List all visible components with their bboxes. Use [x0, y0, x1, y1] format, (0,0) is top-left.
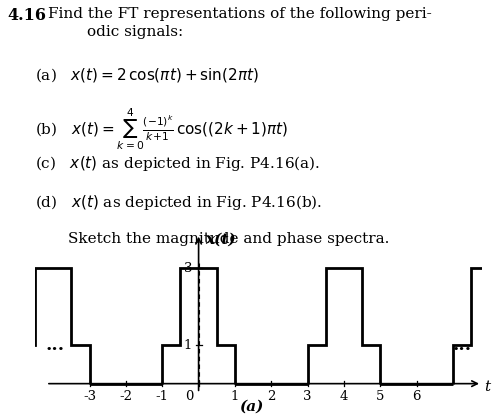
Text: 4: 4	[339, 390, 347, 403]
Text: -1: -1	[155, 390, 168, 403]
Text: 1: 1	[183, 339, 192, 352]
Text: ...: ...	[46, 336, 65, 354]
Text: 0: 0	[184, 390, 193, 403]
Text: 4.16: 4.16	[8, 7, 47, 24]
Text: 1: 1	[230, 390, 238, 403]
Text: -3: -3	[83, 390, 96, 403]
Text: (a)   $x(t) = 2\,\mathrm{cos}(\pi t) + \sin(2\pi t)$: (a) $x(t) = 2\,\mathrm{cos}(\pi t) + \si…	[35, 66, 259, 84]
Text: t: t	[483, 380, 489, 394]
Text: 3: 3	[183, 262, 192, 275]
Text: -2: -2	[119, 390, 132, 403]
Text: 2: 2	[267, 390, 275, 403]
Text: x(t): x(t)	[205, 233, 235, 247]
Text: (d)   $x(t)$ as depicted in Fig. P4.16(b).: (d) $x(t)$ as depicted in Fig. P4.16(b).	[35, 193, 322, 212]
Text: Find the FT representations of the following peri-
        odic signals:: Find the FT representations of the follo…	[48, 7, 430, 39]
Text: (c)   $x(t)$ as depicted in Fig. P4.16(a).: (c) $x(t)$ as depicted in Fig. P4.16(a).	[35, 155, 320, 173]
Text: Sketch the magnitude and phase spectra.: Sketch the magnitude and phase spectra.	[68, 232, 388, 246]
Text: ...: ...	[451, 336, 470, 354]
Text: 3: 3	[303, 390, 311, 403]
Text: (b)   $x(t) = \sum_{k=0}^{4} \frac{(-1)^k}{k\!+\!1}\,\cos((2k+1)\pi t)$: (b) $x(t) = \sum_{k=0}^{4} \frac{(-1)^k}…	[35, 107, 288, 152]
Text: 5: 5	[375, 390, 384, 403]
Text: (a): (a)	[238, 400, 263, 414]
Text: 6: 6	[411, 390, 420, 403]
